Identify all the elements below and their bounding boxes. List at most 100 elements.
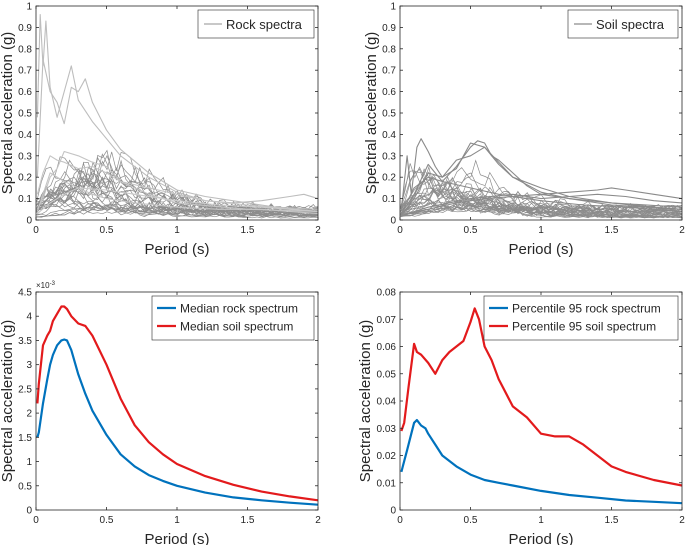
data-lines bbox=[400, 138, 682, 219]
y-tick-label: 0.01 bbox=[377, 478, 397, 489]
spectrum-line bbox=[36, 166, 318, 218]
y-tick-label: 0.8 bbox=[18, 44, 32, 55]
panel-soil: 0 0.5 1 1.5 2 0 0.1 0.2 0.3 0.4 0.5 0.6 0.7 0.8 0.9 1 Pe… bbox=[363, 2, 685, 259]
y-tick-label: 0 bbox=[390, 506, 396, 517]
x-tick-label: 1 bbox=[538, 225, 544, 236]
spectrum-line bbox=[400, 177, 682, 219]
x-tick-label: 0 bbox=[397, 225, 403, 236]
legend: Soil spectra bbox=[567, 9, 679, 39]
x-axis-label: Period (s) bbox=[144, 531, 209, 545]
spectrum-line bbox=[36, 189, 318, 217]
exponent-power: -3 bbox=[50, 281, 56, 287]
y-tick-label: 3 bbox=[26, 360, 32, 371]
x-tick-label: 1.5 bbox=[241, 515, 255, 526]
y-tick-label: 1.5 bbox=[18, 433, 32, 444]
spectrum-line bbox=[36, 170, 318, 217]
y-axis-label: Spectral acceleration (g) bbox=[0, 320, 16, 483]
y-tick-label: 0.03 bbox=[377, 424, 397, 435]
panel-p95: 0 0.5 1 1.5 2 0 0.01 0.02 0.03 0.04 0.05 0.06 0.07 0.… bbox=[357, 288, 685, 545]
spectrum-line bbox=[400, 190, 682, 219]
series-line-soil-env-2 bbox=[400, 140, 682, 214]
y-tick-label: 0.3 bbox=[18, 151, 32, 162]
y-tick-label: 0.1 bbox=[382, 194, 396, 205]
y-tick-label: 0.9 bbox=[18, 23, 32, 34]
exponent-base: ×10 bbox=[36, 281, 50, 290]
y-axis-label: Spectral acceleration (g) bbox=[363, 32, 380, 195]
y-tick-label: 0 bbox=[26, 216, 32, 227]
legend-box bbox=[151, 295, 315, 341]
series-line-soil-env-6 bbox=[400, 163, 682, 214]
y-axis-label: Spectral acceleration (g) bbox=[357, 320, 374, 483]
legend-box bbox=[483, 295, 679, 341]
legend-label: Percentile 95 soil spectrum bbox=[512, 320, 656, 334]
y-tick-label: 0 bbox=[390, 216, 396, 227]
x-tick-label: 1.5 bbox=[605, 225, 619, 236]
y-tick-label: 0.5 bbox=[18, 481, 32, 492]
y-tick-label: 0.4 bbox=[382, 130, 396, 141]
spectrum-line bbox=[36, 151, 318, 212]
y-tick-label: 3.5 bbox=[18, 336, 32, 347]
y-tick-label: 1 bbox=[26, 2, 32, 13]
series-line-median-soil-spectrum bbox=[36, 305, 318, 502]
series-line-percentile-95-soil-spectrum bbox=[400, 307, 682, 487]
y-tick-label: 0.02 bbox=[377, 451, 397, 462]
y-tick-label: 0.1 bbox=[18, 194, 32, 205]
y-tick-label: 0.5 bbox=[382, 109, 396, 120]
series-line-rock-env-1 bbox=[36, 14, 318, 204]
legend-label: Median rock spectrum bbox=[180, 302, 298, 316]
y-tick-label: 4 bbox=[26, 312, 32, 323]
legend: Median rock spectrum Median soil spectrum bbox=[151, 295, 315, 341]
y-tick-label: 0.07 bbox=[377, 315, 397, 326]
y-tick-label: 0.08 bbox=[377, 288, 397, 299]
x-tick-label: 2 bbox=[679, 225, 685, 236]
data-lines bbox=[36, 14, 318, 219]
y-exponent-label: ×10-3 bbox=[36, 281, 56, 290]
x-tick-label: 1.5 bbox=[605, 515, 619, 526]
x-tick-label: 0.5 bbox=[100, 225, 114, 236]
y-tick-label: 2 bbox=[26, 409, 32, 420]
legend-label: Percentile 95 rock spectrum bbox=[512, 302, 661, 316]
x-tick-label: 0 bbox=[33, 225, 39, 236]
spectrum-line bbox=[36, 198, 318, 219]
x-tick-label: 0.5 bbox=[464, 225, 478, 236]
data-lines bbox=[400, 307, 682, 505]
x-axis-label: Period (s) bbox=[144, 241, 209, 258]
y-tick-label: 1 bbox=[390, 2, 396, 13]
y-tick-label: 0.4 bbox=[18, 130, 32, 141]
x-tick-label: 1 bbox=[538, 515, 544, 526]
series-line-median-rock-spectrum bbox=[36, 338, 318, 506]
x-tick-label: 2 bbox=[679, 515, 685, 526]
y-tick-label: 0.6 bbox=[382, 87, 396, 98]
legend: Rock spectra bbox=[197, 9, 315, 39]
legend-label: Rock spectra bbox=[226, 17, 303, 32]
y-tick-label: 0.2 bbox=[382, 173, 396, 184]
x-tick-label: 0 bbox=[397, 515, 403, 526]
series-line-rock-env-3 bbox=[36, 155, 318, 212]
spectrum-line bbox=[36, 169, 318, 216]
x-tick-label: 0 bbox=[33, 515, 39, 526]
x-axis-label: Period (s) bbox=[508, 241, 573, 258]
series-line-percentile-95-rock-spectrum bbox=[400, 419, 682, 505]
y-tick-label: 4.5 bbox=[18, 288, 32, 299]
y-axis-label: Spectral acceleration (g) bbox=[0, 32, 16, 195]
data-lines bbox=[36, 305, 318, 506]
series-line-rock-env-5 bbox=[36, 172, 318, 215]
y-tick-label: 0.04 bbox=[377, 397, 397, 408]
y-tick-label: 0.7 bbox=[382, 66, 396, 77]
x-tick-label: 1.5 bbox=[241, 225, 255, 236]
x-axis-label: Period (s) bbox=[508, 531, 573, 545]
spectrum-line bbox=[36, 154, 318, 210]
series-line-soil-env-5 bbox=[401, 193, 682, 217]
legend: Percentile 95 rock spectrum Percentile 95… bbox=[483, 295, 679, 341]
y-tick-label: 2.5 bbox=[18, 384, 32, 395]
y-tick-label: 0.5 bbox=[18, 109, 32, 120]
y-tick-label: 0.6 bbox=[18, 87, 32, 98]
x-tick-label: 1 bbox=[174, 225, 180, 236]
spectrum-line bbox=[36, 193, 318, 215]
x-tick-label: 2 bbox=[315, 515, 321, 526]
y-tick-label: 1 bbox=[26, 457, 32, 468]
series-line-rock-env-2 bbox=[36, 58, 318, 210]
y-tick-label: 0.7 bbox=[18, 66, 32, 77]
y-tick-label: 0.9 bbox=[382, 23, 396, 34]
legend-label: Soil spectra bbox=[596, 17, 665, 32]
